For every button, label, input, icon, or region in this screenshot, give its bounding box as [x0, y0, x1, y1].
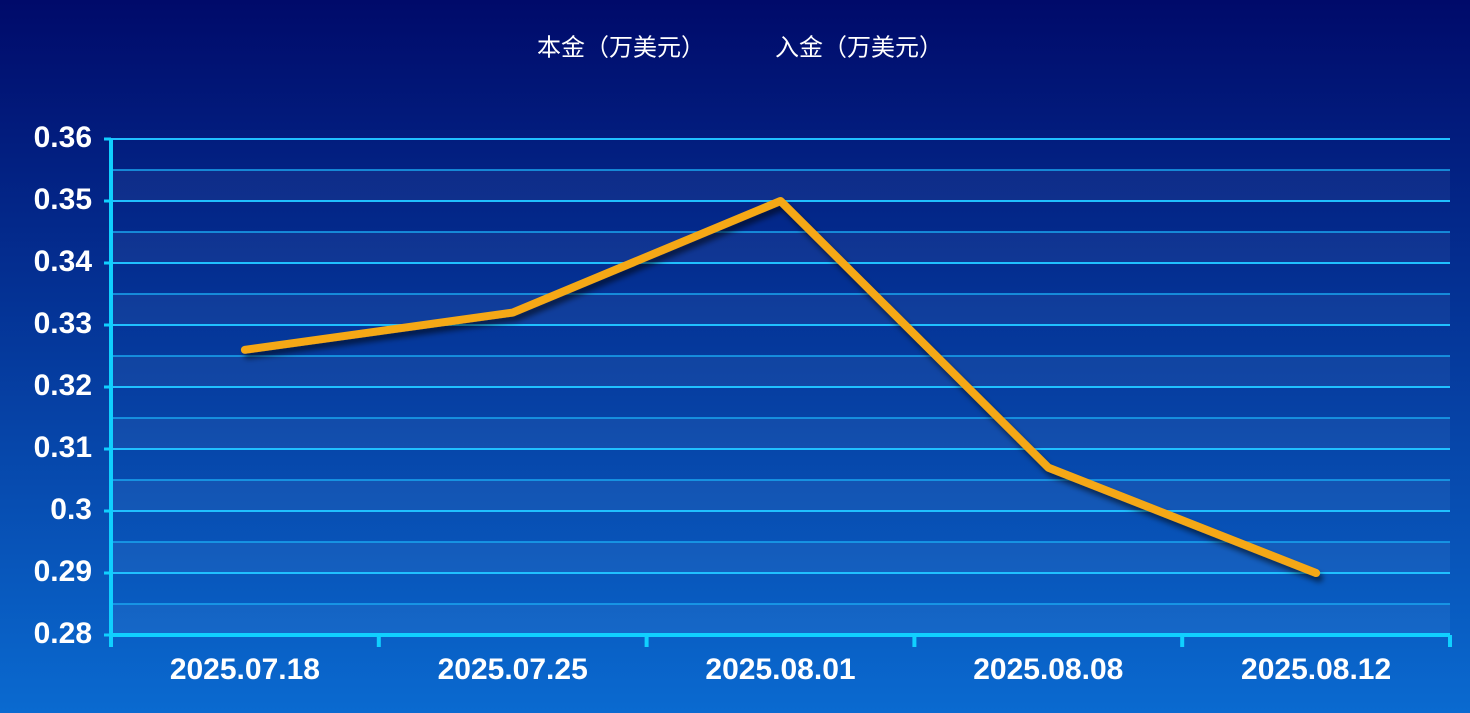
- y-tick-label: 0.28: [34, 617, 92, 650]
- legend-label: 本金（万美元）: [537, 34, 705, 61]
- band: [111, 604, 1450, 635]
- y-tick-label: 0.29: [34, 555, 92, 588]
- band: [111, 294, 1450, 325]
- legend-label: 入金（万美元）: [775, 34, 943, 61]
- band: [111, 232, 1450, 263]
- y-tick-label: 0.32: [34, 369, 92, 402]
- y-tick-label: 0.33: [34, 307, 92, 340]
- y-tick-label: 0.3: [50, 493, 92, 526]
- band: [111, 170, 1450, 201]
- x-tick-label: 2025.08.01: [705, 653, 855, 686]
- x-tick-label: 2025.08.08: [973, 653, 1123, 686]
- x-tick-label: 2025.07.25: [438, 653, 588, 686]
- y-tick-label: 0.31: [34, 431, 92, 464]
- y-tick-label: 0.34: [34, 245, 93, 278]
- band: [111, 356, 1450, 387]
- band: [111, 542, 1450, 573]
- y-tick-label: 0.35: [34, 183, 92, 216]
- band: [111, 418, 1450, 449]
- series-line: [240, 197, 1321, 577]
- legend: 本金（万美元） 入金（万美元）: [480, 34, 943, 61]
- x-tick-label: 2025.07.18: [170, 653, 320, 686]
- band: [111, 480, 1450, 511]
- y-tick-label: 0.36: [34, 121, 92, 154]
- x-tick-label: 2025.08.12: [1241, 653, 1391, 686]
